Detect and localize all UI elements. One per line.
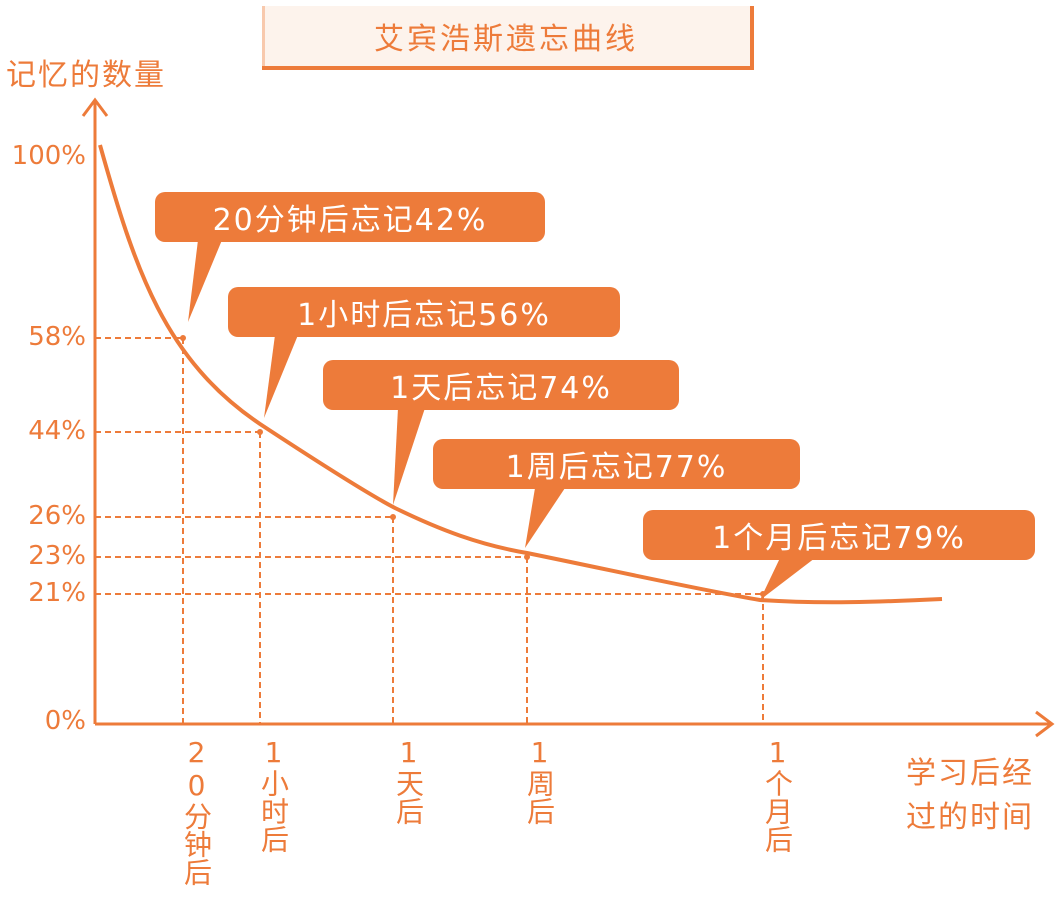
x-tick-label: 1周后: [523, 736, 556, 825]
data-point: [390, 514, 396, 520]
y-tick-label: 58%: [28, 322, 86, 352]
y-tick-label: 100%: [11, 141, 86, 171]
y-tick-label: 21%: [28, 578, 86, 608]
bubble-pointer-1: [188, 240, 222, 322]
data-point: [257, 429, 263, 435]
y-tick-label: 44%: [28, 416, 86, 446]
x-axis-arrow: [1035, 710, 1055, 738]
annotation-bubble: 20分钟后忘记42%: [155, 192, 545, 242]
annotation-bubble: 1小时后忘记56%: [228, 287, 620, 337]
y-tick-label: 0%: [44, 706, 86, 736]
y-tick-label: 26%: [28, 501, 86, 531]
y-axis-title: 记忆的数量: [6, 58, 166, 93]
bubble-pointer-4: [525, 488, 565, 548]
bubble-pointer-5: [760, 558, 815, 600]
forgetting-curve-line: [98, 144, 943, 605]
bubble-pointer-2: [264, 335, 298, 418]
annotation-bubble: 1天后忘记74%: [323, 360, 679, 410]
y-axis-arrow: [81, 97, 109, 117]
x-axis-title: 学习后经过的时间: [906, 756, 1034, 835]
data-point: [180, 335, 186, 341]
chart-title: 艾宾浩斯遗忘曲线: [262, 6, 754, 70]
x-tick-label: 1小时后: [257, 736, 290, 853]
y-tick-label: 23%: [28, 541, 86, 571]
bubble-pointer-3: [393, 408, 425, 505]
annotation-bubble: 1个月后忘记79%: [643, 510, 1035, 560]
x-tick-label: 1天后: [392, 736, 425, 825]
data-point: [524, 554, 530, 560]
x-tick-label: 20分钟后: [180, 736, 213, 886]
annotation-bubble: 1周后忘记77%: [433, 439, 800, 489]
x-tick-label: 1个月后: [761, 736, 794, 853]
